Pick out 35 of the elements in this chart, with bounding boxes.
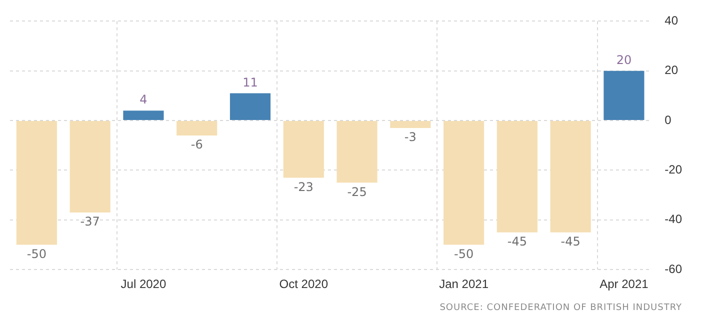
x-tick-label: Oct 2020 <box>279 277 328 292</box>
data-label: -25 <box>347 184 367 199</box>
bar <box>70 121 110 212</box>
y-tick-label: 0 <box>664 112 672 127</box>
y-tick-label: -40 <box>664 212 682 226</box>
bar <box>16 121 57 245</box>
bar <box>123 110 164 120</box>
x-tick-label: Jul 2020 <box>120 277 166 292</box>
bar <box>336 121 378 183</box>
bar <box>604 70 644 120</box>
y-tick-label: -60 <box>664 262 682 276</box>
data-label: 11 <box>242 75 258 90</box>
bar <box>390 121 431 128</box>
bar <box>496 121 538 232</box>
data-label: -45 <box>507 234 527 248</box>
bar <box>176 121 218 136</box>
data-label: -45 <box>560 234 580 248</box>
data-label: -37 <box>80 214 100 229</box>
x-tick-label: Jan 2021 <box>439 277 489 292</box>
y-tick-label: 20 <box>664 63 678 78</box>
data-label: -3 <box>404 130 416 144</box>
data-label: -23 <box>294 180 314 194</box>
source-note: SOURCE: CONFEDERATION OF BRITISH INDUSTRY <box>440 303 682 313</box>
bar <box>444 121 484 245</box>
data-label: 20 <box>616 53 632 68</box>
x-tick-label: Apr 2021 <box>600 277 649 292</box>
data-label: -50 <box>454 246 474 261</box>
data-label: 4 <box>140 92 148 107</box>
data-label: -6 <box>190 138 203 152</box>
bar <box>550 121 591 232</box>
bar <box>230 93 271 120</box>
y-tick-label: -20 <box>664 162 682 177</box>
y-tick-label: 40 <box>664 14 678 28</box>
bar <box>283 121 324 178</box>
data-label: -50 <box>26 246 46 261</box>
